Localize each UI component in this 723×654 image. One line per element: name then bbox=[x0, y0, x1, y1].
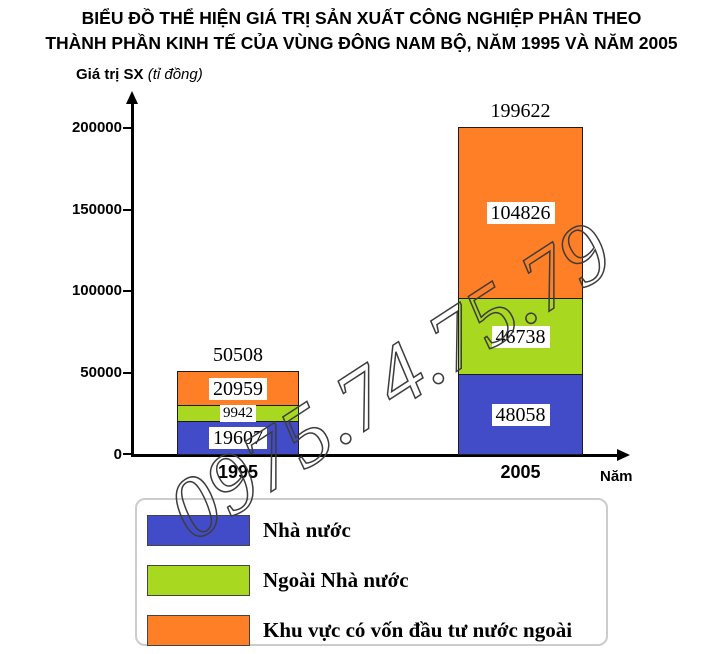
y-axis-title-unit: (tỉ đồng) bbox=[147, 66, 203, 83]
bar-2005-segment-non-state: 46738 bbox=[459, 299, 582, 375]
bar-2005-segment-foreign: 104826 bbox=[459, 128, 582, 299]
legend-item-state: Nhà nước bbox=[147, 508, 606, 552]
x-axis-line bbox=[131, 454, 619, 457]
legend-swatch-non-state bbox=[147, 564, 250, 596]
bar-1995-segment-foreign: 20959 bbox=[178, 372, 298, 406]
legend-item-foreign: Khu vực có vốn đầu tư nước ngoài bbox=[147, 608, 606, 652]
legend-label-state: Nhà nước bbox=[263, 517, 351, 542]
y-axis-title: Giá trị SX (tỉ đồng) bbox=[76, 66, 203, 83]
category-label-1995: 1995 bbox=[217, 462, 259, 482]
bar-1995-segment-state: 19607 bbox=[178, 422, 298, 454]
total-label-2005: 199622 bbox=[490, 100, 551, 122]
y-axis-line bbox=[131, 102, 134, 455]
y-tick-label-50000: 50000 bbox=[80, 364, 122, 381]
chart-title: BIỂU ĐỒ THỂ HIỆN GIÁ TRỊ SẢN XUẤT CÔNG N… bbox=[0, 6, 723, 56]
category-label-2005: 2005 bbox=[500, 462, 541, 482]
y-tick-label-150000: 150000 bbox=[71, 201, 122, 218]
y-axis-title-text: Giá trị SX bbox=[76, 66, 144, 83]
y-axis-arrow-icon bbox=[126, 91, 138, 104]
value-label-1995-state: 19607 bbox=[209, 427, 267, 449]
y-tick-0 bbox=[123, 453, 131, 455]
legend-label-non-state: Ngoài Nhà nước bbox=[263, 567, 409, 592]
legend-swatch-foreign bbox=[147, 614, 250, 646]
bar-1995: 19607 9942 20959 bbox=[177, 371, 299, 455]
legend-item-non-state: Ngoài Nhà nước bbox=[147, 558, 606, 602]
chart-title-line-2: THÀNH PHẦN KINH TẾ CỦA VÙNG ĐÔNG NAM BỘ,… bbox=[45, 33, 678, 53]
y-tick-label-0: 0 bbox=[113, 446, 122, 463]
value-label-2005-non-state: 46738 bbox=[491, 325, 550, 348]
bar-1995-segment-non-state: 9942 bbox=[178, 405, 298, 422]
value-label-1995-non-state: 9942 bbox=[220, 405, 256, 422]
legend: Nhà nước Ngoài Nhà nước Khu vực có vốn đ… bbox=[135, 498, 608, 646]
y-tick-50000 bbox=[123, 372, 131, 374]
y-tick-label-200000: 200000 bbox=[71, 119, 122, 136]
x-axis-title: Năm bbox=[600, 468, 633, 485]
chart-title-line-1: BIỂU ĐỒ THỂ HIỆN GIÁ TRỊ SẢN XUẤT CÔNG N… bbox=[81, 8, 642, 28]
y-tick-200000 bbox=[123, 127, 131, 129]
value-label-2005-foreign: 104826 bbox=[486, 202, 555, 224]
value-label-2005-state: 48058 bbox=[491, 403, 550, 426]
legend-swatch-state bbox=[147, 514, 250, 546]
bar-2005: 48058 46738 104826 bbox=[458, 127, 583, 455]
bar-2005-segment-state: 48058 bbox=[459, 375, 582, 454]
legend-label-foreign: Khu vực có vốn đầu tư nước ngoài bbox=[263, 617, 573, 642]
total-label-1995: 50508 bbox=[213, 344, 263, 366]
y-tick-label-100000: 100000 bbox=[71, 282, 122, 299]
y-tick-100000 bbox=[123, 290, 131, 292]
y-tick-150000 bbox=[123, 209, 131, 211]
x-axis-arrow-icon bbox=[617, 449, 630, 461]
value-label-1995-foreign: 20959 bbox=[209, 377, 267, 400]
